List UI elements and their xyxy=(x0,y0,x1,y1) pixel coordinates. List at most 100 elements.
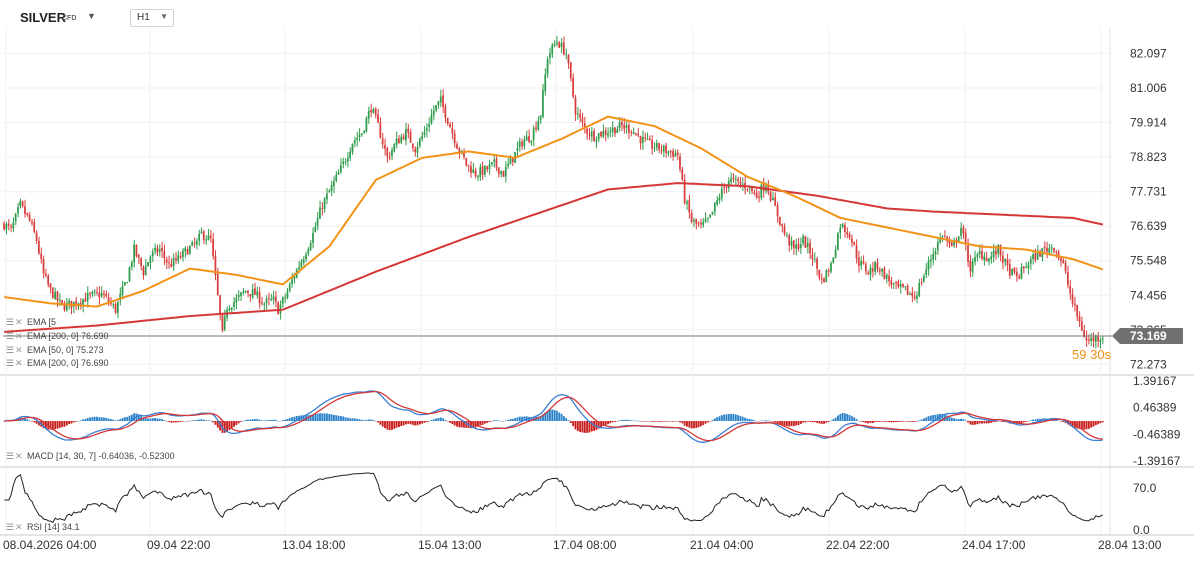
legend-ema50[interactable]: ☰✕ EMA [50, 0] 75.273 xyxy=(6,344,104,357)
candle-body xyxy=(572,77,574,97)
macd-histogram-bar xyxy=(49,421,52,430)
candle-body xyxy=(885,274,888,279)
menu-icon[interactable]: ☰ xyxy=(6,522,15,532)
legend-ema-faded[interactable]: ☰✕ EMA [5 xyxy=(6,316,56,329)
chevron-down-icon[interactable]: ▼ xyxy=(87,11,96,21)
candle-body xyxy=(298,267,300,270)
macd-histogram-bar xyxy=(772,421,774,422)
macd-pane[interactable] xyxy=(3,390,1104,443)
candle-body xyxy=(846,232,849,235)
candle-body xyxy=(258,292,261,304)
macd-histogram-bar xyxy=(1036,418,1039,421)
macd-histogram-bar xyxy=(676,421,679,422)
macd-histogram-bar xyxy=(405,421,407,425)
close-icon[interactable]: ✕ xyxy=(15,358,23,368)
candle-body xyxy=(929,259,932,262)
candle-body xyxy=(827,270,830,273)
macd-histogram-bar xyxy=(42,421,45,429)
rsi-pane[interactable] xyxy=(4,472,1104,524)
macd-histogram-bar xyxy=(737,415,740,421)
candle-body xyxy=(902,284,904,287)
ema50-line xyxy=(4,115,1104,308)
candle-body xyxy=(367,110,370,119)
price-tick-label: 74.456 xyxy=(1130,288,1167,302)
macd-histogram-bar xyxy=(799,421,802,425)
close-icon[interactable]: ✕ xyxy=(15,345,23,355)
candle-body xyxy=(871,268,874,272)
interval-select[interactable]: H1 ▼ xyxy=(130,9,174,27)
macd-histogram-bar xyxy=(84,418,87,421)
macd-histogram-bar xyxy=(251,419,254,421)
macd-histogram-bar xyxy=(621,419,623,421)
candle-body xyxy=(209,235,212,239)
macd-histogram-bar xyxy=(216,421,219,428)
candle-body xyxy=(260,302,263,304)
macd-histogram-bar xyxy=(281,420,284,421)
macd-histogram-bar xyxy=(922,418,925,421)
candle-body xyxy=(964,232,967,245)
menu-icon[interactable]: ☰ xyxy=(6,451,15,461)
menu-icon[interactable]: ☰ xyxy=(6,331,15,341)
legend-rsi[interactable]: ☰✕ RSI [14] 34.1 xyxy=(6,521,80,534)
macd-histogram-bar xyxy=(730,413,733,421)
candle-body xyxy=(776,205,779,217)
menu-icon[interactable]: ☰ xyxy=(6,317,15,327)
ema200-line xyxy=(4,182,1104,333)
macd-tick-label: -1.39167 xyxy=(1133,454,1181,468)
macd-histogram-bar xyxy=(537,416,540,421)
candle-body xyxy=(411,143,414,149)
macd-histogram-bar xyxy=(746,418,749,421)
candle-body xyxy=(674,153,677,157)
macd-histogram-bar xyxy=(941,413,944,421)
candle-body xyxy=(753,192,756,194)
price-pane[interactable] xyxy=(3,35,1112,349)
macd-histogram-bar xyxy=(1001,421,1004,422)
time-tick-label: 21.04 04:00 xyxy=(690,538,754,552)
candle-body xyxy=(165,259,168,263)
macd-histogram-bar xyxy=(356,418,359,421)
time-tick-label: 22.04 22:00 xyxy=(826,538,890,552)
macd-histogram-bar xyxy=(734,414,737,421)
candle-body xyxy=(79,302,82,305)
macd-histogram-bar xyxy=(895,421,897,423)
macd-histogram-bar xyxy=(634,420,637,422)
symbol-name[interactable]: SILVER xyxy=(20,10,66,25)
ema50-label: EMA [50, 0] 75.273 xyxy=(27,345,104,355)
macd-histogram-bar xyxy=(751,419,753,421)
legend-ema200[interactable]: ☰✕ EMA [200, 0] 76.690 xyxy=(6,357,109,370)
candle-body xyxy=(881,268,883,272)
candle-body xyxy=(251,289,254,298)
macd-histogram-bar xyxy=(713,418,716,421)
macd-histogram-bar xyxy=(646,421,649,422)
macd-histogram-bar xyxy=(144,418,147,421)
macd-histogram-bar xyxy=(437,417,440,421)
candle-body xyxy=(818,269,821,278)
macd-histogram-bar xyxy=(827,421,830,422)
candle-body xyxy=(17,207,19,214)
close-icon[interactable]: ✕ xyxy=(15,451,23,461)
candle-body xyxy=(219,295,221,314)
menu-icon[interactable]: ☰ xyxy=(6,358,15,368)
candle-body xyxy=(834,249,837,258)
legend-ema200-faded[interactable]: ☰✕ EMA [200, 0] 76.690 xyxy=(6,330,109,343)
candle-body xyxy=(465,158,468,166)
candle-body xyxy=(332,181,335,187)
close-icon[interactable]: ✕ xyxy=(15,522,23,532)
candle-body xyxy=(588,134,591,136)
candle-body xyxy=(1036,250,1039,260)
close-icon[interactable]: ✕ xyxy=(15,317,23,327)
menu-icon[interactable]: ☰ xyxy=(6,345,15,355)
close-icon[interactable]: ✕ xyxy=(15,331,23,341)
macd-histogram-bar xyxy=(35,421,38,424)
candle-body xyxy=(658,143,660,150)
macd-histogram-bar xyxy=(994,421,997,422)
macd-histogram-bar xyxy=(165,421,168,422)
candle-body xyxy=(497,167,500,174)
candle-body xyxy=(651,140,653,149)
macd-histogram-bar xyxy=(758,421,760,422)
legend-macd[interactable]: ☰✕ MACD [14, 30, 7] -0.64036, -0.52300 xyxy=(6,450,175,463)
candle-body xyxy=(974,256,976,262)
candle-body xyxy=(47,276,50,285)
candle-body xyxy=(1048,248,1051,253)
